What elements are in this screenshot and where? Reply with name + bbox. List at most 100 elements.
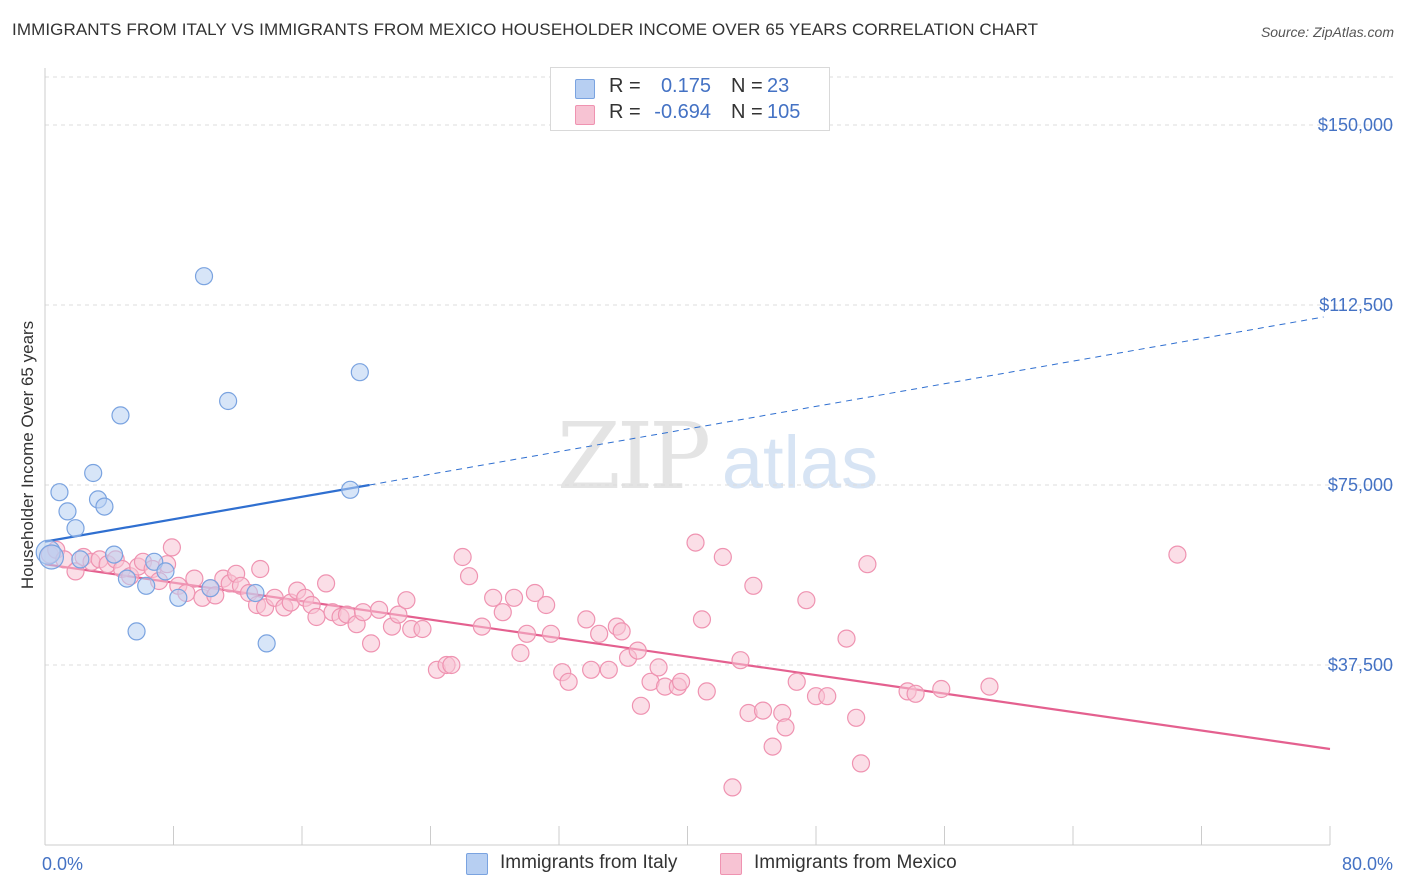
point-mexico xyxy=(763,737,782,756)
point-mexico xyxy=(731,651,750,670)
point-mexico xyxy=(649,658,668,677)
point-mexico xyxy=(631,696,651,715)
point-italy xyxy=(137,576,156,595)
x-tick-label-max: 80.0% xyxy=(1342,854,1393,874)
point-italy xyxy=(127,622,146,641)
trend-italy-dashed xyxy=(369,316,1324,486)
y-tick-label: $150,000 xyxy=(1318,115,1393,135)
point-italy xyxy=(84,463,103,483)
x-tick-label-min: 0.0% xyxy=(42,854,83,874)
bottom-legend-label-italy: Immigrants from Italy xyxy=(500,852,678,873)
point-mexico xyxy=(537,595,556,615)
point-mexico xyxy=(723,778,742,797)
point-mexico xyxy=(413,619,432,639)
legend-n-label: N = xyxy=(731,101,763,123)
point-mexico xyxy=(753,701,773,720)
point-mexico xyxy=(590,624,609,643)
point-mexico xyxy=(686,533,705,552)
point-mexico xyxy=(185,569,204,588)
point-italy xyxy=(66,519,85,538)
legend-r-value: -0.694 xyxy=(654,101,711,123)
point-mexico xyxy=(797,591,816,610)
point-italy xyxy=(341,480,360,499)
trend-italy-solid xyxy=(44,483,370,543)
series-italy-points xyxy=(35,267,369,653)
point-italy xyxy=(38,544,65,570)
legend-r-label: R = xyxy=(609,101,641,123)
point-italy xyxy=(350,363,369,382)
point-italy xyxy=(58,502,77,521)
point-mexico xyxy=(353,603,373,622)
axes xyxy=(44,68,1331,846)
point-mexico xyxy=(612,622,631,641)
point-mexico xyxy=(541,624,561,643)
point-mexico xyxy=(397,591,416,610)
y-tick-label: $37,500 xyxy=(1328,655,1393,675)
point-italy xyxy=(71,550,90,569)
point-mexico xyxy=(484,588,503,607)
point-mexico xyxy=(1168,545,1187,564)
point-italy xyxy=(156,562,175,581)
y-tick-label: $112,500 xyxy=(1319,295,1393,315)
legend-n-value: 105 xyxy=(767,101,801,123)
point-mexico xyxy=(472,617,491,636)
point-mexico xyxy=(251,559,270,579)
point-mexico xyxy=(713,547,732,567)
point-mexico xyxy=(599,660,618,679)
point-italy xyxy=(95,497,114,516)
point-italy xyxy=(104,545,124,564)
y-tick-label: $75,000 xyxy=(1328,475,1393,495)
legend-swatch-italy xyxy=(575,79,595,99)
chart-title: IMMIGRANTS FROM ITALY VS IMMIGRANTS FROM… xyxy=(12,20,1039,39)
point-mexico xyxy=(671,672,691,691)
legend-r-value: 0.175 xyxy=(660,75,711,97)
point-italy xyxy=(201,579,220,598)
point-mexico xyxy=(370,600,389,619)
point-mexico xyxy=(858,555,877,574)
point-italy xyxy=(169,588,188,607)
point-italy xyxy=(50,483,69,502)
point-mexico xyxy=(787,672,806,691)
point-mexico xyxy=(776,718,795,737)
point-mexico xyxy=(307,607,326,627)
point-mexico xyxy=(442,655,461,675)
point-mexico xyxy=(582,660,601,679)
legend-r-label: R = xyxy=(609,75,641,97)
point-mexico xyxy=(453,547,472,567)
watermark-atlas: atlas xyxy=(722,421,878,504)
point-italy xyxy=(219,391,238,411)
point-italy xyxy=(257,634,276,653)
point-mexico xyxy=(692,610,712,629)
point-mexico xyxy=(628,641,647,660)
point-italy xyxy=(111,406,130,425)
point-mexico xyxy=(525,583,545,603)
point-mexico xyxy=(697,682,716,701)
point-mexico xyxy=(504,588,524,607)
point-mexico xyxy=(517,624,536,643)
point-italy xyxy=(117,569,137,588)
point-mexico xyxy=(932,679,951,699)
point-mexico xyxy=(511,643,530,663)
source-label: Source: ZipAtlas.com xyxy=(1260,24,1394,40)
point-mexico xyxy=(493,603,512,622)
legend-n-value: 23 xyxy=(767,75,790,97)
bottom-legend-swatch-italy xyxy=(466,853,488,875)
axis-labels: $37,500 $75,000 $112,500 $150,000 0.0% 80.0% H… xyxy=(18,115,1393,874)
point-mexico xyxy=(837,629,856,648)
watermark: ZIP atlas xyxy=(557,403,878,510)
point-mexico xyxy=(980,677,999,696)
legend-swatch-mexico xyxy=(575,105,595,125)
gridlines xyxy=(45,76,1395,666)
point-italy xyxy=(194,267,214,286)
point-mexico xyxy=(847,708,866,727)
point-mexico xyxy=(906,684,925,703)
point-mexico xyxy=(459,567,479,586)
point-mexico xyxy=(559,672,578,691)
point-mexico xyxy=(577,610,596,629)
point-mexico xyxy=(316,574,336,593)
bottom-legend-swatch-mexico xyxy=(720,853,742,875)
point-italy xyxy=(246,583,265,603)
correlation-legend: R = 0.175 N = 23 R = -0.694 N = 105 xyxy=(550,67,830,131)
point-mexico xyxy=(361,634,381,653)
